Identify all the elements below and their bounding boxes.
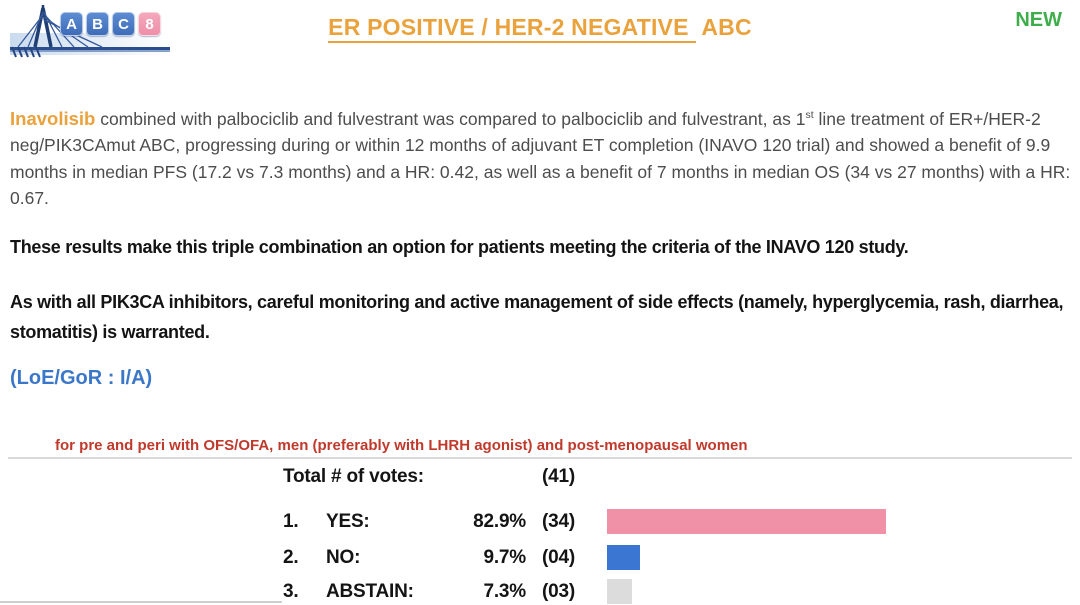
logo-letter-b: B (86, 12, 109, 36)
bridge-icon (10, 5, 170, 58)
vote-percentage: 7.3% (483, 580, 526, 602)
vote-population-note: for pre and peri with OFS/OFA, men (pref… (55, 437, 748, 454)
logo-letter-a: A (60, 12, 83, 36)
abc8-logo: A B C 8 (10, 5, 175, 60)
bottom-edge-line (0, 601, 282, 603)
vote-bar-abstain (607, 579, 632, 604)
total-votes-count: (41) (542, 465, 575, 487)
new-badge: NEW (1015, 9, 1062, 31)
vote-row-number: 3. (283, 580, 299, 602)
vote-option-label: ABSTAIN: (326, 580, 414, 602)
total-votes-row: Total # of votes: (41) (283, 463, 602, 490)
logo-number-8: 8 (138, 12, 161, 36)
paragraph-inavolisib: Inavolisib combined with palbociclib and… (10, 102, 1074, 212)
paragraph1-text-b: line treatment of ER+/HER-2 neg/PIK3CAmu… (10, 108, 1071, 209)
paragraph-results: These results make this triple combinati… (10, 237, 909, 257)
loe-gor-label: (LoE/GoR : I/A) (10, 367, 153, 389)
page-title: ER POSITIVE / HER-2 NEGATIVE ABC (0, 14, 1080, 43)
vote-count: (34) (542, 510, 575, 532)
title-suffix: ABC (695, 14, 752, 40)
title-underlined-text: ER POSITIVE / HER-2 NEGATIVE (328, 14, 696, 43)
vote-row-abstain: 3. ABSTAIN: 7.3% (03) (283, 578, 632, 605)
vote-count: (03) (542, 580, 575, 602)
separator-line (8, 457, 1072, 459)
vote-row-no: 2. NO: 9.7% (04) (283, 544, 640, 571)
vote-option-label: NO: (326, 546, 361, 568)
ordinal-superscript: st (805, 109, 814, 121)
vote-count: (04) (542, 546, 575, 568)
vote-row-number: 2. (283, 546, 299, 568)
vote-row-number: 1. (283, 510, 299, 532)
vote-row-yes: 1. YES: 82.9% (34) (283, 508, 886, 535)
vote-percentage: 82.9% (473, 510, 526, 532)
vote-bar-no (607, 545, 640, 570)
vote-percentage: 9.7% (483, 546, 526, 568)
logo-letter-c: C (112, 12, 135, 36)
total-votes-label: Total # of votes: (283, 465, 424, 487)
paragraph-side-effects: As with all PIK3CA inhibitors, careful m… (10, 292, 1064, 342)
vote-bar-yes (607, 509, 886, 534)
vote-option-label: YES: (326, 510, 370, 532)
drug-name: Inavolisib (10, 107, 96, 129)
paragraph1-text-a: combined with palbociclib and fulvestran… (95, 108, 806, 129)
logo-tiles: A B C 8 (60, 12, 161, 36)
